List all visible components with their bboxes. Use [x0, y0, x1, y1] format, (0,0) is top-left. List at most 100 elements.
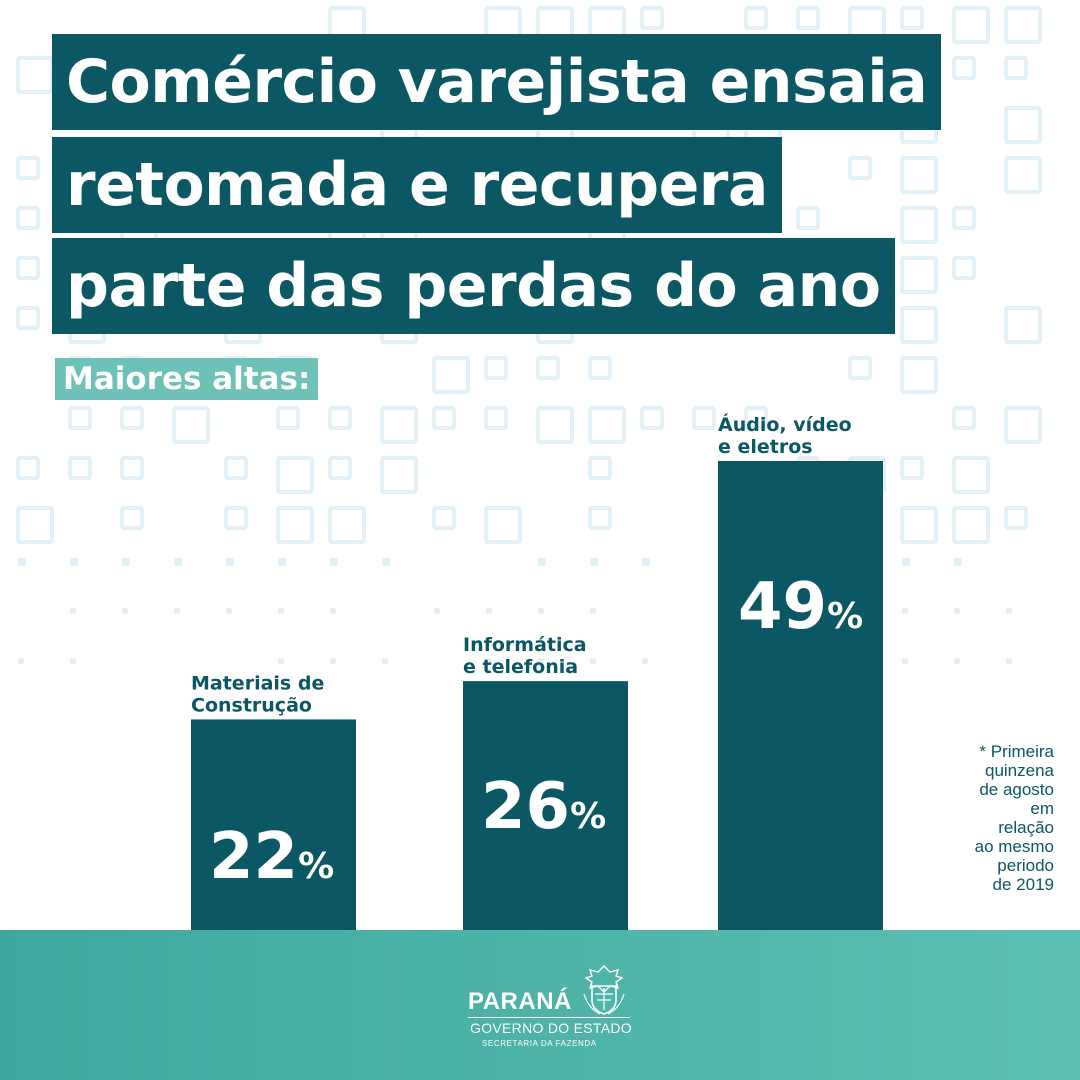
pattern-square: [536, 356, 560, 380]
pattern-square: [434, 608, 440, 614]
pattern-square: [954, 558, 962, 566]
pattern-square: [952, 406, 976, 430]
pattern-square: [900, 356, 938, 394]
pattern-square: [278, 608, 284, 614]
pattern-square: [692, 406, 716, 430]
pattern-square: [1004, 156, 1042, 194]
pattern-square: [68, 456, 92, 480]
pattern-square: [380, 406, 418, 444]
pattern-square: [848, 356, 872, 380]
pattern-square: [328, 406, 352, 430]
pattern-square: [1004, 406, 1042, 444]
pattern-square: [70, 558, 78, 566]
pattern-square: [952, 256, 976, 280]
logo-government: GOVERNO DO ESTADO: [470, 1020, 632, 1036]
pattern-square: [484, 506, 522, 544]
pattern-square: [120, 406, 144, 430]
pattern-square: [174, 558, 182, 566]
pattern-square: [640, 406, 664, 430]
pattern-square: [330, 608, 336, 614]
pattern-square: [226, 558, 234, 566]
chart-subtitle: Maiores altas:: [55, 358, 319, 400]
value-label: 22%: [209, 820, 334, 894]
pattern-square: [278, 558, 286, 566]
pattern-square: [486, 608, 492, 614]
pattern-square: [744, 6, 768, 30]
pattern-square: [952, 206, 976, 230]
pattern-square: [900, 256, 938, 294]
pattern-square: [900, 456, 924, 480]
pattern-square: [328, 506, 366, 544]
category-label: Informática: [463, 634, 587, 656]
pattern-square: [588, 356, 612, 380]
footnote-line: quinzena: [984, 761, 1054, 780]
pattern-square: [538, 558, 546, 566]
pattern-square: [172, 406, 210, 444]
pattern-square: [1004, 306, 1042, 344]
category-label: Construção: [191, 694, 312, 716]
pattern-square: [16, 506, 54, 544]
pattern-square: [68, 406, 92, 430]
pattern-square: [122, 608, 128, 614]
pattern-square: [276, 406, 300, 430]
category-label: Áudio, vídeo: [718, 413, 852, 436]
value-label: 26%: [481, 770, 606, 844]
pattern-square: [590, 608, 596, 614]
pattern-square: [952, 456, 990, 494]
pattern-square: [900, 6, 924, 30]
pattern-square: [18, 658, 24, 664]
footnote-line: ao mesmo: [974, 837, 1054, 856]
pattern-square: [276, 456, 314, 494]
pattern-square: [174, 608, 180, 614]
pattern-square: [16, 156, 40, 180]
pattern-square: [226, 608, 232, 614]
pattern-square: [588, 406, 626, 444]
pattern-square: [954, 658, 960, 664]
logo-brand: PARANÁ: [468, 988, 572, 1015]
pattern-square: [588, 506, 612, 530]
pattern-square: [432, 356, 470, 394]
pattern-square: [642, 558, 650, 566]
parana-government-logo: PARANÁ GOVERNO DO ESTADO SECRETARIA DA F…: [468, 962, 638, 1057]
pattern-square: [330, 658, 336, 664]
category-label: e telefonia: [463, 656, 578, 678]
pattern-square: [538, 658, 544, 664]
pattern-square: [70, 608, 76, 614]
bar-0: [191, 719, 356, 930]
pattern-square: [900, 156, 938, 194]
logo-divider: [468, 1017, 630, 1018]
logo-department: SECRETARIA DA FAZENDA: [482, 1039, 597, 1048]
pattern-square: [590, 558, 598, 566]
pattern-square: [484, 356, 508, 380]
pattern-square: [900, 306, 938, 344]
footnote-line: de agosto: [979, 780, 1054, 799]
footnote-line: relação: [998, 818, 1054, 837]
pattern-square: [16, 256, 40, 280]
pattern-square: [120, 506, 144, 530]
pattern-square: [1006, 658, 1012, 664]
pattern-square: [640, 6, 664, 30]
pattern-square: [1004, 6, 1042, 44]
pattern-square: [330, 558, 338, 566]
pattern-square: [16, 306, 40, 330]
bar-1: [463, 681, 628, 930]
pattern-square: [380, 456, 418, 494]
bar-2: [718, 461, 883, 930]
pattern-square: [954, 608, 960, 614]
pattern-square: [796, 6, 820, 30]
footnote-line: em: [1030, 799, 1054, 818]
footer-band: [0, 930, 1080, 1080]
pattern-square: [1004, 56, 1028, 80]
category-label: Materiais de: [191, 672, 324, 694]
pattern-square: [276, 506, 314, 544]
pattern-square: [952, 506, 990, 544]
pattern-square: [1006, 608, 1012, 614]
pattern-square: [18, 558, 26, 566]
pattern-square: [902, 658, 908, 664]
pattern-square: [486, 658, 492, 664]
pattern-square: [484, 406, 508, 430]
title-line-3: parte das perdas do ano: [52, 238, 895, 334]
footnote: * Primeira quinzena de agosto em relação…: [914, 742, 1054, 894]
pattern-square: [224, 456, 248, 480]
